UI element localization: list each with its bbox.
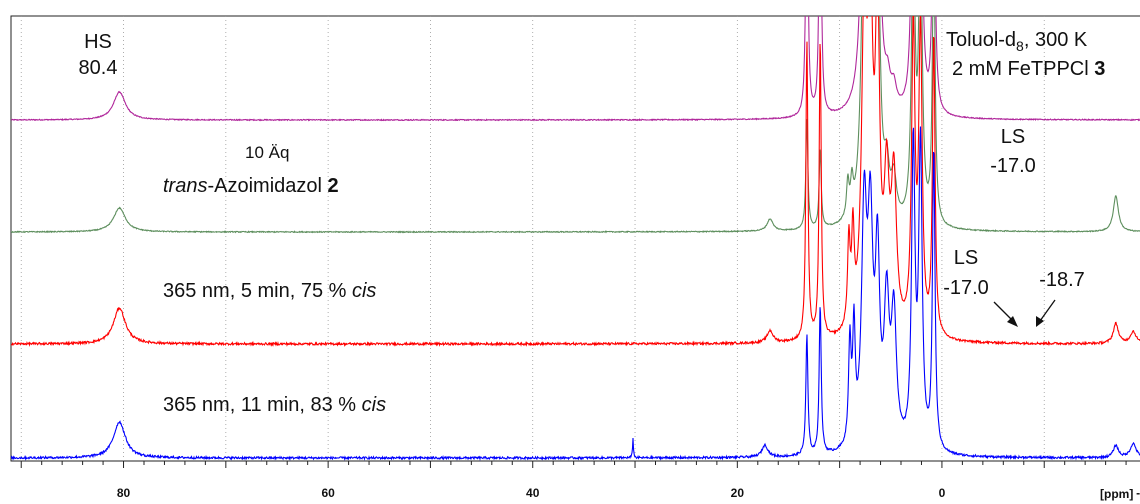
ls-top-label: LS [1001,126,1025,148]
plot-frame [10,15,1140,462]
concentration-label: 2 mM FeTPPCl 3 [952,58,1105,80]
x-tick-label: 80 [117,486,131,500]
arrow-head-ls-18-7 [1036,316,1044,327]
condition-5min-label: 365 nm, 5 min, 75 % cis [163,280,376,302]
condition-11min-label: 365 nm, 11 min, 83 % cis [163,394,386,416]
x-tick-label: 60 [321,486,335,500]
ls-mid-value: -17.0 [943,277,989,299]
arrow-head-ls-17 [1007,316,1018,327]
spectrum-trace-4 [11,126,1140,461]
ls-mid-second-value: -18.7 [1039,269,1085,291]
spectrum-trace-3 [11,16,1140,348]
solvent-label: Toluol-d8, 300 K [946,29,1088,54]
x-axis-unit-label: [ppm] [1100,487,1133,501]
x-tick-label: 0 [939,486,946,500]
x-tick-label: 20 [731,486,745,500]
trans-azoimidazol-label: trans-Azoimidazol 2 [163,175,339,197]
ls-mid-label: LS [954,247,978,269]
x-tick-label: 40 [526,486,540,500]
arrow-ls-18-7 [1039,299,1056,322]
x-axis-ticks: 80 60 40 20 0 - 20 [20,461,1140,500]
spectra-traces [11,16,1140,461]
equivalents-label: 10 Äq [245,143,289,162]
ls-top-value: -17.0 [990,155,1036,177]
x-tick-label: - 20 [1136,486,1140,500]
spectrum-trace-1 [11,16,1140,122]
spectrum-trace-2 [11,16,1140,234]
hs-label: HS [84,31,112,53]
hs-value-label: 80.4 [79,57,118,79]
